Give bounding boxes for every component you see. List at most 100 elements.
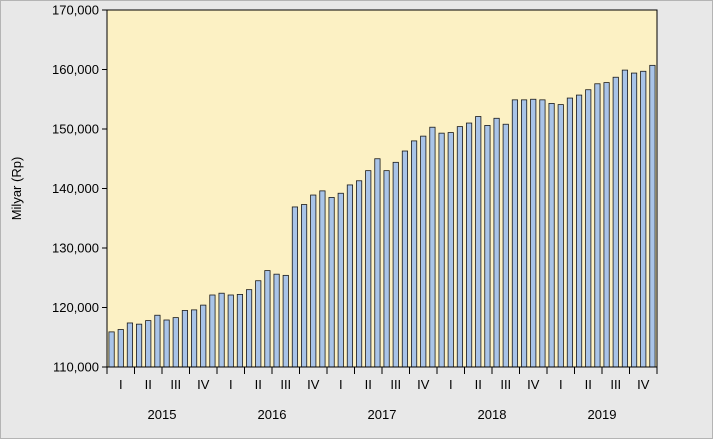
- bar: [548, 103, 555, 368]
- bar: [255, 280, 262, 368]
- bar: [484, 125, 491, 368]
- bar: [301, 204, 308, 368]
- x-quarter-label: I: [229, 377, 233, 392]
- x-quarter-label: I: [559, 377, 563, 392]
- bar: [264, 270, 271, 368]
- x-year-label: 2017: [368, 407, 397, 422]
- bar: [337, 192, 344, 368]
- y-axis-title: Milyar (Rp): [9, 157, 24, 221]
- bar: [356, 180, 363, 368]
- x-quarter-label: IV: [307, 377, 320, 392]
- x-quarter-label: IV: [527, 377, 540, 392]
- bar: [172, 317, 179, 368]
- bar: [566, 97, 573, 368]
- bar: [411, 140, 418, 368]
- bar: [365, 170, 372, 368]
- x-year-label: 2018: [478, 407, 507, 422]
- x-quarter-label: I: [449, 377, 453, 392]
- x-quarter-label: III: [610, 377, 621, 392]
- bar: [227, 294, 234, 368]
- bar: [456, 126, 463, 368]
- bar: [612, 76, 619, 368]
- bar: [218, 292, 225, 368]
- bar: [374, 158, 381, 368]
- bar: [392, 161, 399, 368]
- bar: [181, 310, 188, 368]
- x-quarter-label: III: [500, 377, 511, 392]
- x-quarter-label: II: [585, 377, 592, 392]
- bar: [246, 289, 253, 368]
- bar: [521, 99, 528, 368]
- bar: [420, 135, 427, 368]
- bar: [502, 123, 509, 368]
- bar: [282, 274, 289, 368]
- x-quarter-label: III: [280, 377, 291, 392]
- x-quarter-label: IV: [197, 377, 210, 392]
- y-tick-label: 110,000: [53, 360, 99, 375]
- bar: [136, 323, 143, 368]
- x-year-label: 2019: [588, 407, 617, 422]
- x-quarter-label: III: [390, 377, 401, 392]
- bar: [649, 64, 656, 368]
- bar: [539, 99, 546, 368]
- y-tick-label: 170,000: [52, 3, 99, 18]
- bar: [631, 72, 638, 368]
- bar: [603, 82, 610, 368]
- bar: [117, 329, 124, 368]
- bar: [429, 126, 436, 368]
- bar: [108, 331, 115, 368]
- plot-frame: [106, 9, 658, 368]
- plot-area: [107, 10, 657, 367]
- bar: [438, 132, 445, 368]
- x-year-label: 2016: [258, 407, 287, 422]
- x-quarter-label: III: [170, 377, 181, 392]
- x-quarter-label: II: [145, 377, 152, 392]
- y-tick-label: 120,000: [52, 300, 99, 315]
- bar: [640, 70, 647, 368]
- bar: [273, 273, 280, 368]
- bar: [466, 122, 473, 368]
- x-quarter-label: I: [119, 377, 123, 392]
- bar: [493, 117, 500, 368]
- y-tick-label: 140,000: [52, 181, 99, 196]
- x-axis: I II III IV I II III IV I II III IV I II III IV I II III IV…: [106, 367, 658, 422]
- bar: [291, 206, 298, 368]
- bar: [191, 309, 198, 368]
- bar: [447, 132, 454, 368]
- bar: [236, 294, 243, 368]
- y-axis: 110,000 120,000 130,000 140,000 150,000 160,0…: [52, 3, 107, 375]
- bar-series: [108, 64, 656, 368]
- bar: [310, 194, 317, 368]
- x-quarter-label: IV: [637, 377, 650, 392]
- bar: [346, 184, 353, 368]
- bar: [126, 322, 133, 368]
- y-tick-label: 150,000: [52, 122, 99, 137]
- bar: [621, 69, 628, 368]
- bar: [328, 197, 335, 368]
- bar: [530, 98, 537, 368]
- bar: [576, 94, 583, 368]
- bar: [585, 89, 592, 368]
- bar: [145, 320, 152, 368]
- bar: [209, 294, 216, 368]
- x-quarter-label: II: [475, 377, 482, 392]
- x-quarter-label: II: [365, 377, 372, 392]
- bar: [200, 304, 207, 368]
- bar: [383, 170, 390, 368]
- x-quarter-label: II: [255, 377, 262, 392]
- bar: [557, 104, 564, 368]
- bar: [319, 190, 326, 368]
- bar: [154, 314, 161, 368]
- y-tick-label: 160,000: [52, 62, 99, 77]
- bar: [475, 116, 482, 368]
- bar: [163, 319, 170, 368]
- x-year-label: 2015: [148, 407, 177, 422]
- y-tick-label: 130,000: [52, 241, 99, 256]
- bar: [594, 83, 601, 368]
- bar: [511, 99, 518, 368]
- x-quarter-label: IV: [417, 377, 430, 392]
- x-quarter-label: I: [339, 377, 343, 392]
- bar: [401, 150, 408, 368]
